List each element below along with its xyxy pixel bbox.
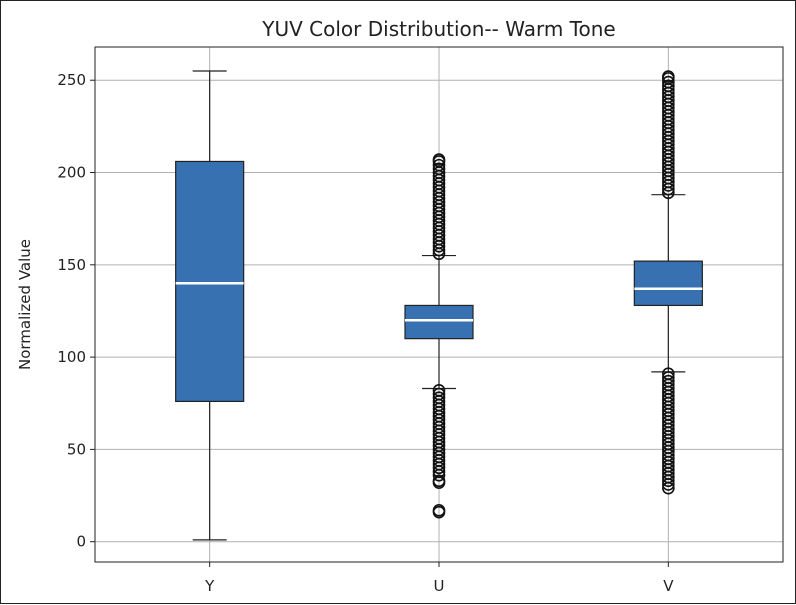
chart-title: YUV Color Distribution-- Warm Tone: [261, 17, 615, 41]
y-tick-label: 150: [57, 256, 86, 274]
box-v: [633, 70, 703, 495]
outlier-point: [432, 474, 446, 488]
outlier-point: [662, 371, 675, 384]
outlier-point: [432, 387, 446, 401]
x-tick-label: U: [434, 577, 445, 595]
outlier-point: [432, 153, 446, 166]
plot-layer: [175, 70, 703, 541]
box-u: [404, 153, 474, 519]
outlier-point: [662, 79, 675, 93]
y-axis-label: Normalized Value: [16, 239, 34, 370]
x-tick-label: V: [663, 577, 674, 595]
box-iqr: [404, 304, 474, 340]
outlier-point: [432, 504, 446, 517]
box-iqr: [633, 260, 703, 307]
box-iqr: [175, 160, 245, 403]
y-tick-label: 0: [76, 533, 86, 551]
tick-layer: 0 50 100 150 200 250 Y U V: [57, 71, 674, 595]
y-tick-label: 100: [57, 348, 86, 366]
y-tick-label: 250: [57, 71, 86, 89]
outlier-point: [432, 158, 446, 172]
outlier-point: [662, 70, 675, 83]
outlier-point: [662, 75, 675, 89]
outlier-point: [662, 367, 675, 381]
box-y: [175, 70, 245, 541]
outlier-point: [432, 162, 446, 176]
x-tick-label: Y: [204, 577, 215, 595]
y-tick-label: 50: [67, 440, 86, 458]
outlier-point: [662, 374, 675, 388]
outlier-point: [432, 384, 446, 397]
y-tick-label: 200: [57, 164, 86, 182]
outlier-point: [432, 391, 446, 405]
